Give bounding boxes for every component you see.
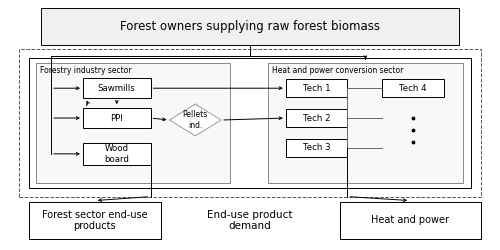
Bar bbox=[29, 58, 471, 188]
Text: Sawmills: Sawmills bbox=[98, 84, 136, 93]
Text: Tech 3: Tech 3 bbox=[303, 143, 330, 152]
Text: Pellets
ind.: Pellets ind. bbox=[182, 110, 208, 130]
Bar bbox=[340, 202, 480, 239]
FancyArrowPatch shape bbox=[86, 102, 90, 106]
Text: Tech 4: Tech 4 bbox=[400, 84, 427, 93]
Text: Heat and power: Heat and power bbox=[371, 216, 449, 226]
Bar bbox=[83, 143, 150, 165]
Bar bbox=[286, 79, 348, 97]
Text: End-use product
demand: End-use product demand bbox=[208, 210, 293, 231]
Text: Forestry industry sector: Forestry industry sector bbox=[40, 66, 132, 75]
Bar bbox=[83, 108, 150, 128]
Bar bbox=[29, 202, 160, 239]
Text: Forest sector end-use
products: Forest sector end-use products bbox=[42, 210, 148, 231]
Bar bbox=[268, 63, 463, 183]
Bar bbox=[83, 78, 150, 98]
Text: Tech 1: Tech 1 bbox=[303, 84, 330, 93]
Polygon shape bbox=[170, 104, 221, 136]
Text: Heat and power conversion sector: Heat and power conversion sector bbox=[272, 66, 404, 75]
Bar bbox=[20, 50, 480, 197]
Text: PPI: PPI bbox=[110, 114, 123, 122]
Bar bbox=[382, 79, 444, 97]
Bar bbox=[36, 63, 230, 183]
Text: Wood
board: Wood board bbox=[104, 144, 129, 164]
Bar bbox=[286, 109, 348, 127]
Bar bbox=[286, 139, 348, 157]
Text: Tech 2: Tech 2 bbox=[303, 114, 330, 122]
Text: Forest owners supplying raw forest biomass: Forest owners supplying raw forest bioma… bbox=[120, 20, 380, 33]
Bar bbox=[41, 8, 459, 46]
